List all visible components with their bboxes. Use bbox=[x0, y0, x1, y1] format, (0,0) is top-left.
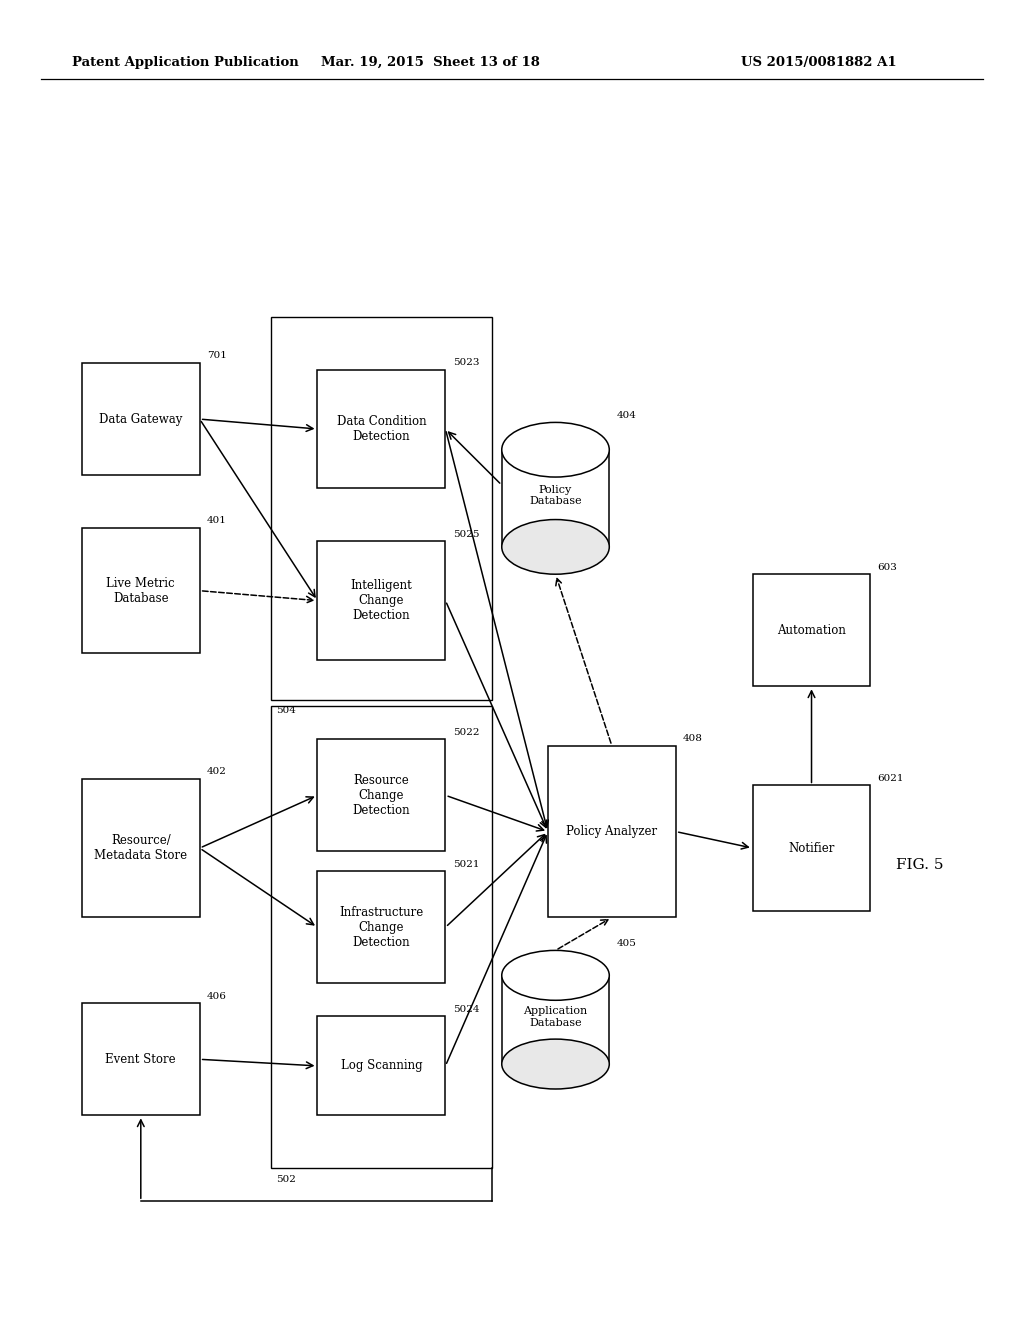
Text: 408: 408 bbox=[683, 734, 702, 743]
Text: 5025: 5025 bbox=[453, 529, 479, 539]
FancyBboxPatch shape bbox=[317, 541, 445, 660]
Text: 402: 402 bbox=[207, 767, 226, 776]
FancyBboxPatch shape bbox=[502, 975, 609, 1064]
FancyBboxPatch shape bbox=[753, 574, 870, 686]
FancyBboxPatch shape bbox=[317, 1016, 445, 1115]
Text: Resource
Change
Detection: Resource Change Detection bbox=[352, 774, 411, 817]
Text: Mar. 19, 2015  Sheet 13 of 18: Mar. 19, 2015 Sheet 13 of 18 bbox=[321, 55, 540, 69]
Text: 405: 405 bbox=[616, 939, 636, 948]
Text: Policy
Database: Policy Database bbox=[529, 484, 582, 507]
FancyBboxPatch shape bbox=[502, 450, 609, 546]
Text: Infrastructure
Change
Detection: Infrastructure Change Detection bbox=[339, 906, 424, 949]
Text: 406: 406 bbox=[207, 991, 226, 1001]
Text: 5024: 5024 bbox=[453, 1005, 479, 1014]
FancyBboxPatch shape bbox=[317, 739, 445, 851]
Text: Live Metric
Database: Live Metric Database bbox=[106, 577, 175, 605]
Text: 603: 603 bbox=[878, 562, 897, 572]
Text: Intelligent
Change
Detection: Intelligent Change Detection bbox=[350, 579, 413, 622]
Text: FIG. 5: FIG. 5 bbox=[896, 858, 943, 871]
Text: Patent Application Publication: Patent Application Publication bbox=[72, 55, 298, 69]
FancyBboxPatch shape bbox=[82, 528, 200, 653]
Text: Automation: Automation bbox=[777, 624, 846, 636]
Text: 5023: 5023 bbox=[453, 358, 479, 367]
Text: 5021: 5021 bbox=[453, 859, 479, 869]
Text: 504: 504 bbox=[276, 706, 296, 715]
Text: Policy Analyzer: Policy Analyzer bbox=[566, 825, 657, 838]
FancyBboxPatch shape bbox=[317, 370, 445, 488]
FancyBboxPatch shape bbox=[82, 363, 200, 475]
Text: 401: 401 bbox=[207, 516, 226, 525]
FancyBboxPatch shape bbox=[82, 1003, 200, 1115]
Text: 701: 701 bbox=[207, 351, 226, 360]
FancyBboxPatch shape bbox=[317, 871, 445, 983]
Text: Log Scanning: Log Scanning bbox=[341, 1060, 422, 1072]
Text: Event Store: Event Store bbox=[105, 1053, 176, 1065]
Text: US 2015/0081882 A1: US 2015/0081882 A1 bbox=[741, 55, 897, 69]
Text: 404: 404 bbox=[616, 411, 636, 420]
Text: 502: 502 bbox=[276, 1175, 296, 1184]
Ellipse shape bbox=[502, 1039, 609, 1089]
FancyBboxPatch shape bbox=[753, 785, 870, 911]
Text: Resource/
Metadata Store: Resource/ Metadata Store bbox=[94, 834, 187, 862]
Text: Application
Database: Application Database bbox=[523, 1006, 588, 1028]
Text: Data Condition
Detection: Data Condition Detection bbox=[337, 414, 426, 444]
Text: 5022: 5022 bbox=[453, 727, 479, 737]
Text: Data Gateway: Data Gateway bbox=[99, 413, 182, 425]
FancyBboxPatch shape bbox=[548, 746, 676, 917]
Ellipse shape bbox=[502, 950, 609, 1001]
Text: Notifier: Notifier bbox=[788, 842, 835, 854]
Ellipse shape bbox=[502, 520, 609, 574]
Ellipse shape bbox=[502, 422, 609, 477]
Text: 6021: 6021 bbox=[878, 774, 904, 783]
FancyBboxPatch shape bbox=[82, 779, 200, 917]
